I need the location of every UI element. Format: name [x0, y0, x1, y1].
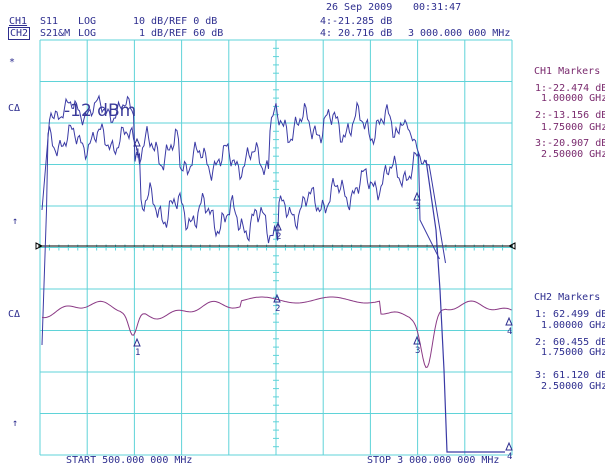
ch1-marker-3-freq: 2.50000 GHz [541, 149, 605, 160]
ref-line-left-marker-icon [35, 242, 44, 250]
ch1-marker-2-freq: 1.75000 GHz [541, 122, 605, 133]
marker-number-label: 2 [275, 304, 280, 314]
ch2-format: LOG [78, 28, 97, 39]
graticule-grid [39, 39, 513, 456]
marker-number-label: 4 [507, 452, 512, 462]
marker-number-label: 4 [507, 327, 512, 337]
ch1-param: S11 [40, 16, 59, 27]
ch2-scale: 1 dB/REF 60 dB [139, 28, 224, 39]
ch2-marker-1-freq: 1.00000 GHz [541, 320, 605, 331]
marker-number-label: 3 [415, 346, 420, 356]
ch2-marker-1-value: 1: 62.499 dB [535, 309, 605, 320]
ch1-label: CH1 [9, 16, 28, 27]
marker-triangle-icon [133, 337, 141, 347]
marker-triangle-icon [413, 335, 421, 345]
header-date: 26 Sep 2009 [326, 2, 393, 13]
ch1-scale: 10 dB/REF 0 dB [133, 16, 218, 27]
ch1-trace-memory [41, 123, 440, 346]
ch2-param: S21&M [40, 28, 71, 39]
marker-number-label: 3 [415, 202, 420, 212]
marker-number-label: 1 [135, 348, 140, 358]
ch2-ref-indicator: CΔ [8, 309, 21, 320]
marker-triangle-icon [413, 191, 421, 201]
ch1-ref-indicator: CΔ [8, 103, 21, 114]
ch1-marker-1-freq: 1.00000 GHz [541, 93, 605, 104]
ch2-trace [41, 296, 512, 369]
marker-triangle-icon [274, 221, 282, 231]
ch1-ref-arrow-icon: ↑ [12, 216, 19, 227]
ch2-marker-3-value: 3: 61.120 dB [535, 370, 605, 381]
ch2-ref-arrow-icon: ↑ [12, 418, 19, 429]
ch2-marker-2-value: 2: 60.455 dB [535, 337, 605, 348]
ch1-marker-readout: 4:-21.285 dB [320, 16, 393, 27]
trace-markers: 1 2 3 1 2 3 4 4 [133, 137, 513, 462]
marker-triangle-icon [273, 293, 281, 303]
marker-triangle-icon [505, 441, 513, 451]
ch2-marker-freq: 3 000.000 000 MHz [408, 28, 511, 39]
stop-frequency: STOP 3 000.000 000 MHz [367, 455, 500, 466]
marker-triangle-icon [505, 316, 513, 326]
ch1-marker-1-value: 1:-22.474 dB [535, 83, 605, 94]
ch1-markers-title: CH1 Markers [534, 66, 601, 77]
ref-line-right-marker-icon [507, 242, 516, 250]
header-time: 00:31:47 [413, 2, 462, 13]
marker-triangle-icon [133, 137, 141, 147]
marker-number-label: 2 [276, 232, 281, 242]
start-frequency: START 500.000 000 MHz [66, 455, 193, 466]
active-channel-star-icon: * [9, 57, 16, 68]
ch2-marker-2-freq: 1.75000 GHz [541, 347, 605, 358]
ch2-marker-3-freq: 2.50000 GHz [541, 381, 605, 392]
ch1-trace-data [41, 94, 446, 264]
ch2-trace-drop [425, 159, 505, 453]
ch2-label: CH2 [8, 27, 31, 40]
ch1-marker-3-value: 3:-20.907 dB [535, 138, 605, 149]
marker-number-label: 1 [135, 148, 140, 158]
ch2-markers-title: CH2 Markers [534, 292, 601, 303]
source-power-overlay: -12 dBm [64, 101, 137, 121]
ch1-marker-2-value: 2:-13.156 dB [535, 110, 605, 121]
ch1-format: LOG [78, 16, 97, 27]
ch2-marker-readout: 4: 20.716 dB [320, 28, 393, 39]
